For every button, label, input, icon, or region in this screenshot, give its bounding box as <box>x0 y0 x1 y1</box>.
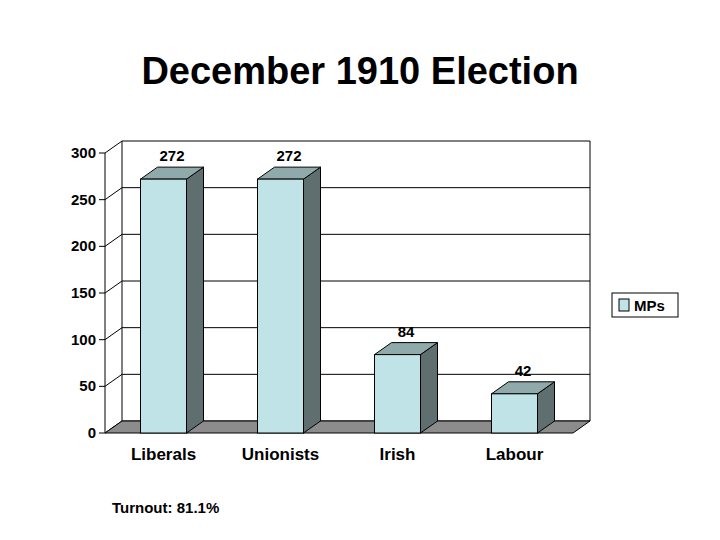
legend-label: MPs <box>634 297 665 314</box>
tick-mark <box>99 339 105 340</box>
bar <box>375 355 421 433</box>
bar <box>258 179 304 433</box>
tick-label: 50 <box>79 377 96 394</box>
data-label: 84 <box>398 323 415 340</box>
tick-label: 300 <box>71 144 96 161</box>
back-wall-edge <box>122 141 123 421</box>
category-label: Labour <box>486 445 544 464</box>
legend-box <box>612 293 678 317</box>
bar-side <box>421 343 438 433</box>
plot-wall <box>105 141 590 433</box>
tick-label: 150 <box>71 284 96 301</box>
bars <box>141 167 555 433</box>
tick-label: 250 <box>71 191 96 208</box>
category-label: Liberals <box>131 445 196 464</box>
bar-top <box>258 167 321 179</box>
tick-mark <box>99 199 105 200</box>
category-label: Unionists <box>242 445 319 464</box>
data-label: 272 <box>159 147 184 164</box>
right-wall-edge <box>590 141 591 421</box>
legend: MPs <box>612 293 678 317</box>
tick-mark <box>99 153 105 154</box>
tick-mark <box>99 293 105 294</box>
bar <box>492 394 538 433</box>
annotation: Turnout: 81.1% <box>112 499 219 516</box>
data-label: 272 <box>276 147 301 164</box>
bar-top <box>375 343 438 355</box>
title: December 1910 Election <box>141 50 578 92</box>
data-label: 42 <box>515 362 532 379</box>
bar-top <box>492 382 555 394</box>
legend-swatch <box>619 299 629 311</box>
stage: December 1910 Election 0 50 100 150 200 250 300… <box>0 0 720 540</box>
chart: December 1910 Election 0 50 100 150 200 250 300… <box>0 0 720 540</box>
tick-mark <box>99 386 105 387</box>
category-label: Irish <box>380 445 416 464</box>
bar <box>141 179 187 433</box>
tick-mark <box>99 246 105 247</box>
bar-side <box>304 167 321 433</box>
bar-side <box>187 167 204 433</box>
tick-label: 0 <box>88 424 96 441</box>
y-axis <box>105 153 106 433</box>
bar-top <box>141 167 204 179</box>
tick-label: 200 <box>71 237 96 254</box>
tick-label: 100 <box>71 331 96 348</box>
